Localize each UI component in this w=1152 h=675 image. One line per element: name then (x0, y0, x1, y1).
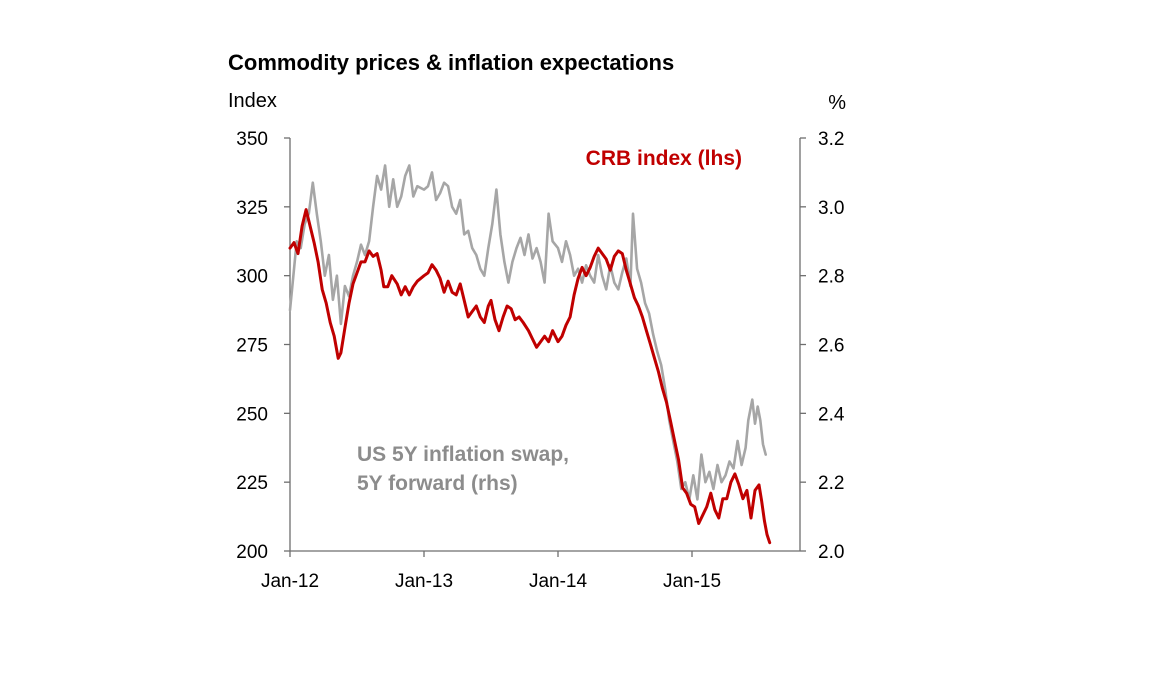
series-line-inflation-swap (288, 164, 767, 501)
left-axis-unit-label: Index (228, 90, 277, 112)
left-tick-label: 300 (236, 267, 268, 288)
left-tick-label: 350 (236, 129, 268, 150)
left-tick-label: 200 (236, 542, 268, 563)
left-tick-label: 250 (236, 404, 268, 425)
left-tick-label: 275 (236, 336, 268, 357)
x-tick-label: Jan-13 (395, 571, 453, 592)
series-label-swap-line1: US 5Y inflation swap, (357, 443, 569, 466)
series-label-crb: CRB index (lhs) (586, 147, 742, 170)
left-tick-label: 225 (236, 473, 268, 494)
right-tick-label: 3.0 (818, 198, 844, 219)
right-tick-label: 2.4 (818, 404, 845, 425)
right-tick-label: 2.8 (818, 267, 844, 288)
chart-title: Commodity prices & inflation expectation… (228, 50, 674, 75)
x-tick-label: Jan-12 (261, 571, 319, 592)
series-layer (288, 164, 772, 545)
axes: 350 325 300 275 250 225 200 3.2 3.0 2.8 2.6 2.4 2.2 2… (236, 129, 845, 592)
right-axis-unit-label: % (828, 92, 846, 114)
right-tick-label: 3.2 (818, 129, 844, 150)
x-tick-label: Jan-14 (529, 571, 588, 592)
right-tick-label: 2.6 (818, 336, 844, 357)
series-line-crb (288, 208, 772, 545)
series-label-swap-line2: 5Y forward (rhs) (357, 472, 518, 495)
right-tick-label: 2.2 (818, 473, 844, 494)
x-tick-label: Jan-15 (663, 571, 721, 592)
left-tick-label: 325 (236, 198, 268, 219)
right-tick-label: 2.0 (818, 542, 844, 563)
